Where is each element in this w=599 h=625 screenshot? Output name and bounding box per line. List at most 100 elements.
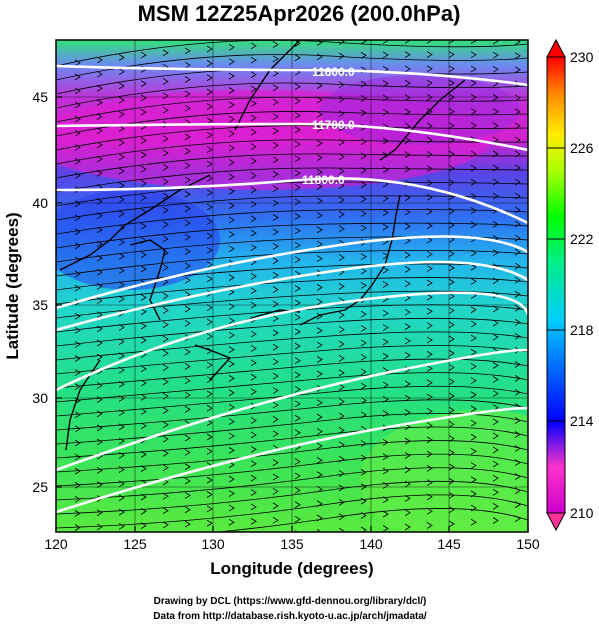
colorbar-label: 218 [570, 322, 594, 338]
cold-core-region-east [320, 75, 520, 145]
wind-arrowhead [404, 137, 411, 144]
wind-arrowhead [206, 404, 213, 412]
wind-arrowhead [272, 69, 279, 77]
wind-arrowhead [448, 207, 455, 215]
wind-arrowhead [338, 139, 345, 146]
colorbar-label: 214 [570, 413, 594, 429]
wind-arrowhead [96, 325, 103, 333]
wind-arrowhead [338, 369, 345, 377]
wind-arrowhead [426, 151, 433, 158]
wind-arrowhead [382, 166, 389, 174]
wind-arrowhead [294, 54, 301, 62]
wind-arrowhead [382, 80, 389, 87]
wind-arrowhead [492, 94, 499, 101]
wind-arrowhead [514, 501, 521, 508]
wind-arrowhead [162, 321, 169, 328]
wind-arrowhead [118, 380, 125, 388]
y-tick-label: 25 [32, 479, 48, 495]
wind-arrowhead [118, 196, 125, 203]
wind-arrowhead [228, 447, 235, 454]
wind-arrowhead [492, 362, 499, 369]
wind-arrowhead [74, 242, 81, 250]
wind-arrowhead [162, 106, 169, 114]
wind-arrowhead [162, 221, 169, 228]
wind-arrowhead [96, 70, 103, 78]
wind-arrowhead [228, 475, 235, 483]
wind-arrowhead [470, 263, 477, 271]
wind-arrowhead [272, 142, 279, 149]
wind-arrowhead [206, 203, 213, 211]
wind-arrowhead [250, 431, 257, 439]
wind-arrowhead [74, 101, 81, 109]
wind-arrowhead [360, 181, 367, 189]
wind-arrowhead [140, 222, 147, 230]
wind-arrowhead [316, 428, 323, 435]
wind-arrowhead [514, 248, 521, 256]
wind-arrowhead [426, 279, 433, 287]
wind-arrowhead [338, 427, 345, 434]
wind-arrowhead [426, 193, 433, 201]
wind-arrowhead [96, 226, 103, 234]
wind-arrowhead [338, 225, 345, 233]
wind-arrowhead [250, 157, 257, 165]
wind-arrowhead [118, 480, 125, 488]
wind-arrowhead [140, 336, 147, 344]
wind-arrowhead [360, 195, 367, 203]
wind-arrowhead [514, 136, 521, 144]
wind-arrowhead [426, 465, 433, 472]
wind-arrowhead [206, 361, 213, 369]
wind-arrowhead [382, 309, 389, 317]
wind-arrowhead [184, 319, 191, 327]
wind-arrowhead [96, 127, 103, 135]
wind-arrowhead [140, 80, 147, 87]
wind-arrowhead [514, 459, 521, 466]
wind-arrowhead [96, 297, 103, 304]
wind-arrowhead [228, 245, 235, 253]
wind-arrowhead [140, 108, 147, 116]
wind-arrowhead [206, 519, 213, 527]
wind-arrowhead [404, 151, 411, 159]
wind-arrowhead [294, 371, 301, 379]
wind-arrowhead [338, 283, 345, 290]
wind-arrowhead [184, 305, 191, 313]
wind-arrowhead [140, 365, 147, 373]
wind-arrowhead [470, 79, 477, 87]
wind-arrowhead [316, 457, 323, 464]
colorbar-fill [546, 56, 566, 514]
wind-arrowhead [492, 376, 499, 383]
wind-arrowhead [470, 65, 477, 73]
wind-arrowhead [272, 459, 279, 466]
wind-arrowhead [96, 85, 103, 92]
wind-arrowhead [382, 381, 389, 389]
wind-arrowhead [96, 198, 103, 205]
wind-arrowhead [118, 437, 125, 445]
wind-arrowhead [162, 335, 169, 343]
wind-arrowhead [448, 164, 455, 172]
wind-arrowhead [206, 117, 213, 125]
wind-arrowhead [228, 87, 235, 94]
wind-streamlines [56, 40, 528, 545]
wind-arrowhead [448, 79, 455, 87]
wind-arrowhead [206, 448, 213, 455]
wind-arrowhead [382, 137, 389, 145]
wind-arrowhead [184, 47, 191, 55]
wind-arrowhead [184, 205, 191, 212]
wind-arrowhead [514, 487, 521, 494]
wind-arrowhead [360, 497, 367, 505]
wind-arrowhead [228, 360, 235, 368]
wind-arrowhead [272, 257, 279, 265]
wind-arrowhead [272, 127, 279, 135]
wind-arrowhead [316, 529, 323, 532]
wind-arrowhead [492, 277, 499, 285]
streamline [56, 181, 528, 207]
wind-arrowhead [448, 364, 455, 371]
wind-arrowhead [75, 539, 80, 545]
blue-band-region [56, 190, 220, 290]
wind-arrowhead [448, 65, 455, 73]
wind-arrowhead [338, 196, 345, 204]
wind-arrowhead [184, 520, 191, 528]
y-tick-label: 30 [32, 390, 48, 406]
wind-arrowhead [470, 93, 477, 101]
wind-arrowhead [206, 261, 213, 268]
wind-arrowhead [492, 221, 499, 228]
